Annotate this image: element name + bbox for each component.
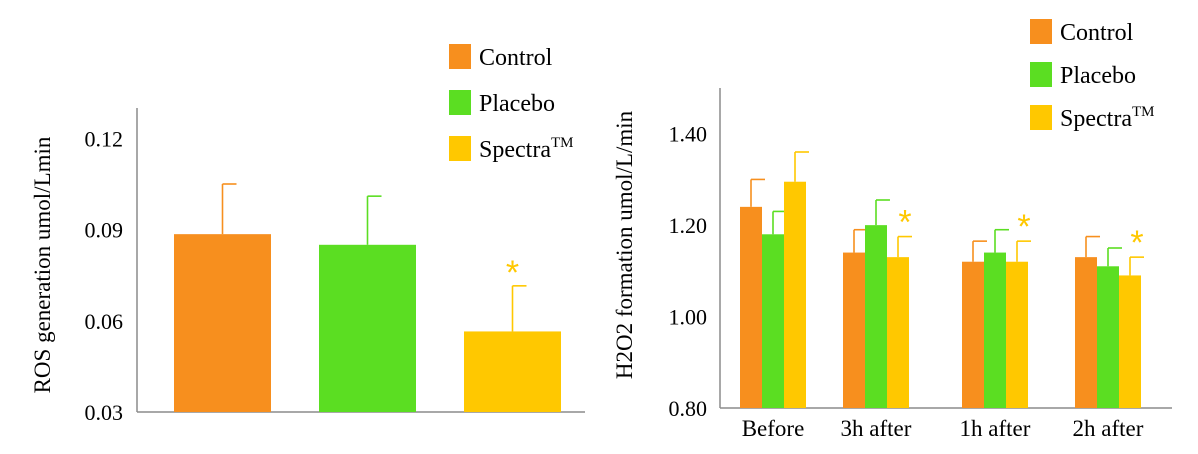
h2o2-legend-label-spectra-super: TM — [1132, 104, 1155, 120]
h2o2-legend-swatch-placebo — [1030, 62, 1052, 87]
h2o2-bar-s0-c3 — [1075, 257, 1097, 408]
ros-y-tick-label: 0.09 — [85, 218, 124, 243]
h2o2-bar-s2-c2-significance-star: * — [1017, 208, 1030, 246]
ros-legend-label-spectra-base: Spectra — [479, 137, 551, 163]
ros-y-tick-label: 0.06 — [85, 309, 124, 334]
ros-y-ticks: 0.03 0.06 0.09 0.12 — [85, 126, 124, 425]
h2o2-y-tick-label: 1.00 — [669, 305, 708, 330]
h2o2-x-tick-label: 1h after — [960, 416, 1031, 441]
h2o2-bar-s0-c1 — [843, 252, 865, 408]
h2o2-bar-s1-c3 — [1097, 266, 1119, 408]
h2o2-bar-s2-c3-significance-star: * — [1130, 224, 1143, 262]
ros-legend-swatch-spectra — [449, 136, 471, 161]
h2o2-bar-s2-c3 — [1119, 275, 1141, 408]
h2o2-legend-swatch-control — [1030, 19, 1052, 44]
h2o2-bar-s2-c1-significance-star: * — [898, 204, 911, 242]
h2o2-legend-label-spectra: SpectraTM — [1060, 104, 1154, 132]
ros-legend-swatch-placebo — [449, 90, 471, 115]
h2o2-chart: H2O2 formation umol/L/min 0.80 1.00 1.20 1.… — [612, 88, 1172, 441]
h2o2-x-tick-label: 3h after — [841, 416, 912, 441]
h2o2-bar-s2-c2 — [1006, 261, 1028, 408]
ros-y-axis-label: ROS generation umol/Lmin — [30, 136, 55, 393]
h2o2-bar-s0-c2 — [962, 261, 984, 408]
ros-legend-swatch-control — [449, 44, 471, 69]
h2o2-x-tick-label: Before — [742, 416, 805, 441]
ros-bar-0 — [174, 234, 271, 412]
h2o2-bars: * * * — [740, 151, 1144, 408]
ros-bar-2 — [464, 331, 561, 412]
h2o2-y-tick-label: 1.40 — [669, 122, 708, 147]
h2o2-bar-s0-c0 — [740, 206, 762, 408]
h2o2-x-tick-labels: Before 3h after 1h after 2h after — [742, 416, 1144, 441]
h2o2-y-ticks: 0.80 1.00 1.20 1.40 — [669, 122, 708, 421]
ros-legend-label-placebo: Placebo — [479, 91, 555, 117]
h2o2-bar-s2-c0 — [784, 181, 806, 408]
ros-legend: Control Placebo SpectraTM — [449, 44, 573, 163]
h2o2-bar-s1-c2 — [984, 252, 1006, 408]
ros-bars: * — [174, 183, 561, 412]
ros-bar-2-significance-star: * — [506, 254, 519, 292]
h2o2-bar-s1-c1 — [865, 225, 887, 408]
h2o2-legend-label-control: Control — [1060, 20, 1134, 46]
ros-y-tick-label: 0.12 — [85, 126, 124, 151]
h2o2-legend-label-placebo: Placebo — [1060, 63, 1136, 89]
h2o2-legend: Control Placebo SpectraTM — [1030, 19, 1154, 132]
h2o2-y-tick-label: 0.80 — [669, 396, 708, 421]
h2o2-bar-s2-c1 — [887, 257, 909, 408]
ros-legend-label-control: Control — [479, 45, 553, 71]
h2o2-legend-label-spectra-base: Spectra — [1060, 106, 1132, 132]
h2o2-legend-swatch-spectra — [1030, 105, 1052, 130]
h2o2-bar-s1-c0 — [762, 234, 784, 408]
ros-chart: ROS generation umol/Lmin 0.03 0.06 0.09 0.1… — [30, 108, 585, 425]
ros-legend-label-spectra-super: TM — [551, 135, 574, 151]
ros-bar-1 — [319, 244, 416, 412]
ros-legend-label-spectra: SpectraTM — [479, 135, 573, 163]
ros-y-tick-label: 0.03 — [85, 400, 124, 425]
h2o2-y-tick-label: 1.20 — [669, 213, 708, 238]
h2o2-y-axis-label: H2O2 formation umol/L/min — [612, 110, 637, 379]
h2o2-x-tick-label: 2h after — [1073, 416, 1144, 441]
